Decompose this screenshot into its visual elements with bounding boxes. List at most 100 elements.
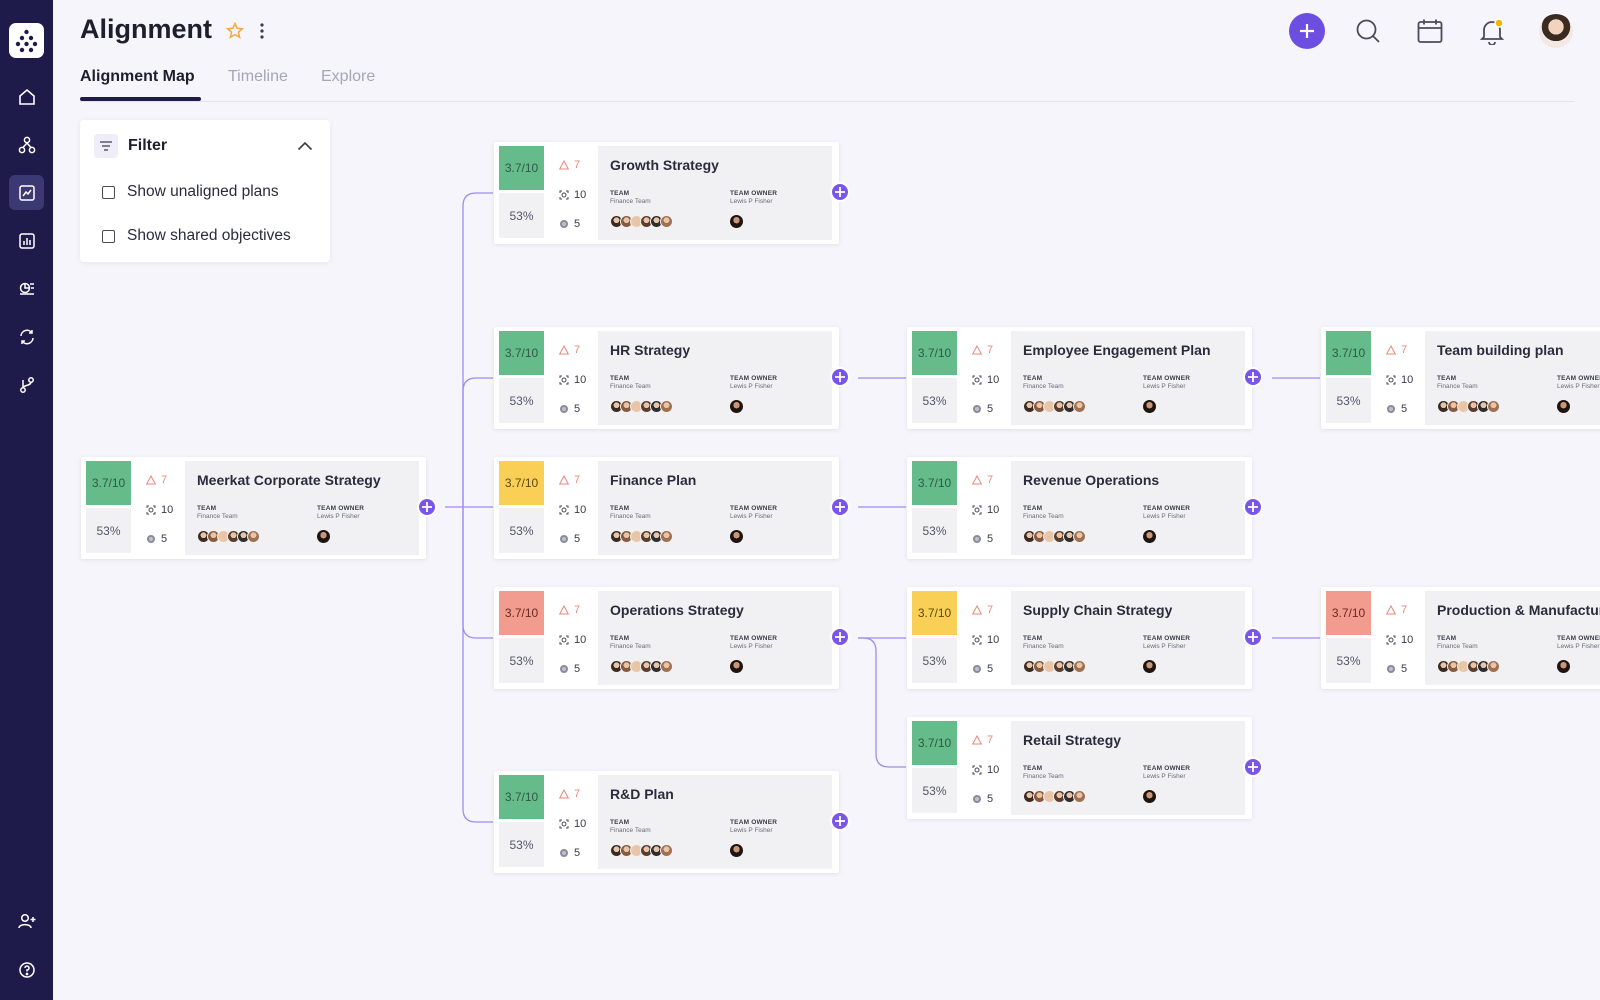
tab-timeline[interactable]: Timeline: [228, 68, 288, 85]
refresh-icon[interactable]: [9, 319, 44, 354]
add-child-button[interactable]: [1243, 367, 1263, 387]
alignment-chart-icon[interactable]: [9, 175, 44, 210]
notification-bell-icon[interactable]: [1476, 15, 1508, 47]
member-avatar: [660, 660, 673, 673]
hierarchy-icon[interactable]: [9, 127, 44, 162]
page-title: Alignment: [80, 14, 212, 44]
key-results-count: 5: [161, 533, 168, 545]
team-name: Finance Team: [610, 643, 651, 650]
add-child-button[interactable]: [417, 497, 437, 517]
plan-title[interactable]: HR Strategy: [610, 342, 691, 358]
plan-card[interactable]: 3.7/10 53% 7 10 5 Finance Plan TEAM Finance Tea…: [494, 457, 850, 559]
team-avatars: [1437, 660, 1500, 673]
plan-card[interactable]: 3.7/10 53% 7 10 5 Team building plan TEAM Finan…: [1321, 327, 1600, 429]
plan-card[interactable]: 3.7/10 53% 7 10 5 Supply Chain Strategy TEAM Fi…: [907, 587, 1263, 689]
member-avatar: [1073, 660, 1086, 673]
add-child-button[interactable]: [830, 182, 850, 202]
logo[interactable]: [9, 23, 44, 58]
progress-percent: 53%: [499, 508, 544, 553]
plan-title[interactable]: Supply Chain Strategy: [1023, 602, 1173, 618]
plan-card[interactable]: 3.7/10 53% 7 10 5 HR Strategy TEAM Finance Team…: [494, 327, 850, 429]
warnings-stat: 7: [972, 604, 993, 616]
target-icon: [559, 505, 569, 515]
tab-alignment-map[interactable]: Alignment Map: [80, 68, 195, 85]
create-button[interactable]: [1289, 13, 1325, 49]
circle-icon: [147, 535, 155, 543]
plan-title[interactable]: Production & Manufacturing: [1437, 602, 1600, 618]
team-name: Finance Team: [197, 513, 238, 520]
card-body: Finance Plan TEAM Finance Team TEAM OWNER Le…: [598, 461, 832, 555]
team-name: Finance Team: [1023, 383, 1064, 390]
plan-title[interactable]: Meerkat Corporate Strategy: [197, 472, 381, 488]
team-avatars: [610, 844, 673, 857]
add-user-icon[interactable]: [9, 903, 44, 938]
plan-title[interactable]: Growth Strategy: [610, 157, 719, 173]
add-child-button[interactable]: [830, 811, 850, 831]
plan-title[interactable]: Finance Plan: [610, 472, 697, 488]
plan-card[interactable]: 3.7/10 53% 7 10 5 Meerkat Corporate Strategy T…: [81, 457, 437, 559]
plan-title[interactable]: Team building plan: [1437, 342, 1564, 358]
circle-icon: [560, 220, 568, 228]
progress-percent: 53%: [499, 193, 544, 238]
user-avatar[interactable]: [1539, 14, 1573, 48]
card-stats: 7 10 5: [962, 461, 1009, 553]
show-shared-objectives-checkbox[interactable]: [102, 229, 115, 243]
star-icon[interactable]: [225, 21, 245, 46]
progress-percent: 53%: [499, 638, 544, 683]
warnings-stat: 7: [559, 159, 580, 171]
objectives-stat: 10: [559, 189, 586, 201]
add-child-button[interactable]: [830, 627, 850, 647]
card-body: Employee Engagement Plan TEAM Finance Team…: [1011, 331, 1245, 425]
add-child-button[interactable]: [1243, 757, 1263, 777]
chevron-up-icon[interactable]: [297, 138, 313, 156]
warning-icon: [559, 160, 569, 170]
plan-card[interactable]: 3.7/10 53% 7 10 5 Retail Strategy TEAM Finance …: [907, 717, 1263, 819]
add-child-button[interactable]: [830, 367, 850, 387]
key-results-stat: 5: [972, 533, 993, 545]
plan-title[interactable]: Retail Strategy: [1023, 732, 1122, 748]
plan-title[interactable]: Revenue Operations: [1023, 472, 1160, 488]
objectives-count: 10: [987, 634, 1000, 646]
show-unaligned-plans-checkbox[interactable]: [102, 185, 115, 199]
plan-card[interactable]: 3.7/10 53% 7 10 5 R&D Plan TEAM Finance Team TEA…: [494, 771, 850, 873]
team-owner-name: Lewis P Fisher: [1143, 773, 1186, 780]
key-results-count: 5: [987, 403, 994, 415]
plan-card[interactable]: 3.7/10 53% 7 10 5 Growth Strategy TEAM Finance …: [494, 142, 850, 244]
show-shared-objectives-option[interactable]: Show shared objectives: [102, 227, 291, 245]
owner-avatar: [730, 215, 743, 228]
tab-explore[interactable]: Explore: [321, 68, 376, 85]
search-icon[interactable]: [1352, 15, 1384, 47]
objectives-count: 10: [574, 374, 587, 386]
plan-card[interactable]: 3.7/10 53% 7 10 5 Revenue Operations TEAM Finan…: [907, 457, 1263, 559]
target-icon: [559, 375, 569, 385]
plan-card[interactable]: 3.7/10 53% 7 10 5 Operations Strategy TEAM Fina…: [494, 587, 850, 689]
report-icon[interactable]: [9, 271, 44, 306]
add-child-button[interactable]: [830, 497, 850, 517]
add-child-button[interactable]: [1243, 627, 1263, 647]
calendar-icon[interactable]: [1414, 15, 1446, 47]
filter-icon: [94, 134, 118, 158]
card-stats: 7 10 5: [962, 331, 1009, 423]
branch-icon[interactable]: [9, 367, 44, 402]
warning-icon: [972, 475, 982, 485]
home-icon[interactable]: [9, 79, 44, 114]
plan-title[interactable]: Employee Engagement Plan: [1023, 342, 1211, 358]
member-avatar: [1073, 530, 1086, 543]
more-options-icon[interactable]: [255, 21, 269, 46]
add-child-button[interactable]: [1243, 497, 1263, 517]
filter-header[interactable]: Filter: [94, 134, 167, 158]
card-stats: 7 10 5: [549, 146, 596, 238]
show-unaligned-plans-option[interactable]: Show unaligned plans: [102, 183, 279, 201]
help-icon[interactable]: [9, 952, 44, 987]
circle-icon: [973, 795, 981, 803]
plan-card[interactable]: 3.7/10 53% 7 10 5 Employee Engagement Plan TEA…: [907, 327, 1263, 429]
owner-avatar: [1143, 660, 1156, 673]
card-stats: 7 10 5: [962, 721, 1009, 813]
bar-chart-icon[interactable]: [9, 223, 44, 258]
warnings-count: 7: [574, 474, 581, 486]
plan-title[interactable]: Operations Strategy: [610, 602, 744, 618]
plan-title[interactable]: R&D Plan: [610, 786, 674, 802]
warning-icon: [559, 345, 569, 355]
team-owner-label: TEAM OWNER: [730, 635, 778, 642]
